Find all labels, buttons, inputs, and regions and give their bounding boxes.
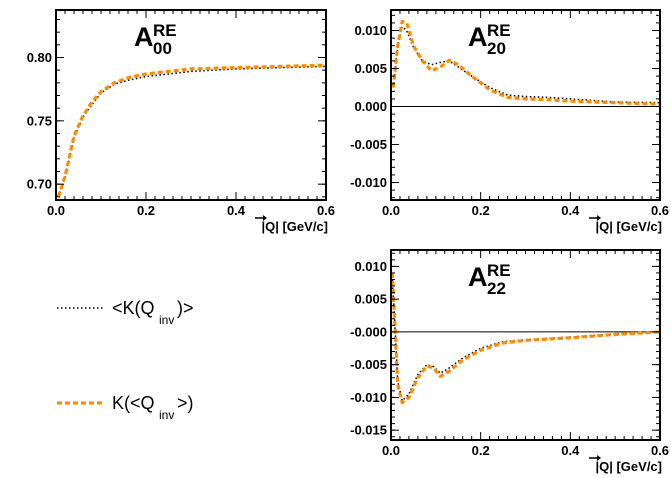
panel-title-superscript: RE	[487, 261, 511, 280]
panel-title: A	[468, 262, 488, 292]
series-line-k-of-avg-qinv	[56, 63, 327, 198]
x-tick-label: 0.6	[651, 203, 669, 218]
y-tick-label: -0.005	[350, 357, 387, 372]
x-tick-label: 0.0	[382, 443, 400, 458]
x-tick-label: 0.4	[561, 443, 580, 458]
legend-label-suffix: >)	[177, 393, 194, 413]
panel-title-subscript: 00	[153, 39, 172, 58]
y-tick-label: -0.010	[350, 390, 387, 405]
x-tick-label: 0.0	[382, 203, 400, 218]
y-tick-label: -0.015	[350, 423, 387, 438]
panel-title: A	[468, 22, 488, 52]
x-tick-label: 0.2	[472, 443, 490, 458]
y-tick-label: 0.80	[27, 50, 52, 65]
series-line-k-avg-qinv	[57, 65, 327, 198]
y-tick-label: 0.005	[354, 61, 387, 76]
y-tick-label: 0.010	[354, 23, 387, 38]
x-tick-label: 0.2	[137, 203, 155, 218]
series-line-k-avg-qinv	[392, 25, 661, 104]
y-tick-label: 0.70	[27, 177, 52, 192]
legend-label-subscript: inv	[159, 313, 174, 327]
x-tick-label: 0.0	[47, 203, 65, 218]
x-tick-label: 0.2	[472, 203, 490, 218]
y-tick-label: 0.75	[27, 113, 52, 128]
plot-frame	[390, 9, 661, 201]
plot-frame	[390, 249, 661, 441]
legend-label: K(<Q	[112, 393, 155, 413]
y-tick-label: 0.000	[354, 99, 387, 114]
legend-label: <K(Q	[112, 298, 155, 318]
panel-a22: 0.0 0.2 0.4 0.6 -0.015 -0.010 -0.005 -0.000 0.00…	[350, 249, 669, 474]
series-line-k-of-avg-qinv	[391, 19, 661, 106]
x-tick-label: 0.4	[561, 203, 580, 218]
x-tick-label: 0.6	[317, 203, 335, 218]
x-tick-label: 0.4	[227, 203, 246, 218]
legend-label-subscript: inv	[159, 408, 174, 422]
panel-title-superscript: RE	[153, 21, 177, 40]
vector-arrowhead-icon	[263, 215, 267, 221]
series-line-k-of-avg-qinv	[390, 272, 661, 405]
x-tick-label: 0.6	[651, 443, 669, 458]
vector-arrowhead-icon	[597, 215, 601, 221]
y-tick-label: -0.005	[350, 137, 387, 152]
panel-title-superscript: RE	[487, 21, 511, 40]
y-tick-label: 0.010	[354, 259, 387, 274]
legend-label-suffix: )>	[177, 298, 194, 318]
panel-title: A	[134, 22, 154, 52]
vector-arrowhead-icon	[597, 455, 601, 461]
panel-title-subscript: 22	[487, 279, 506, 298]
panel-a20: 0.0 0.2 0.4 0.6 -0.010 -0.005 0.000 0.005 0.010 |…	[350, 9, 669, 234]
y-tick-label: 0.005	[354, 292, 387, 307]
x-axis-label: |Q| [GeV/c]	[261, 219, 328, 234]
y-tick-label: -0.010	[350, 175, 387, 190]
panel-title-subscript: 20	[487, 39, 506, 58]
plot-frame	[55, 9, 327, 201]
x-axis-label: |Q| [GeV/c]	[595, 219, 662, 234]
x-axis-label: |Q| [GeV/c]	[595, 459, 662, 474]
y-tick-label: -0.000	[350, 324, 387, 339]
